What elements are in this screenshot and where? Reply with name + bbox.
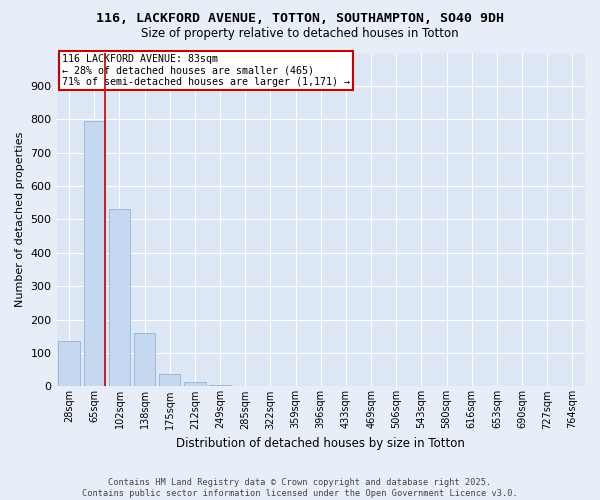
Text: 116 LACKFORD AVENUE: 83sqm
← 28% of detached houses are smaller (465)
71% of sem: 116 LACKFORD AVENUE: 83sqm ← 28% of deta…	[62, 54, 350, 88]
Y-axis label: Number of detached properties: Number of detached properties	[15, 132, 25, 307]
Text: Contains HM Land Registry data © Crown copyright and database right 2025.
Contai: Contains HM Land Registry data © Crown c…	[82, 478, 518, 498]
Text: Size of property relative to detached houses in Totton: Size of property relative to detached ho…	[141, 28, 459, 40]
Bar	[58, 342, 80, 386]
Bar	[159, 374, 181, 386]
Text: 116, LACKFORD AVENUE, TOTTON, SOUTHAMPTON, SO40 9DH: 116, LACKFORD AVENUE, TOTTON, SOUTHAMPTO…	[96, 12, 504, 26]
Bar	[134, 333, 155, 386]
Bar	[109, 210, 130, 386]
Bar	[83, 121, 105, 386]
Bar	[184, 382, 206, 386]
X-axis label: Distribution of detached houses by size in Totton: Distribution of detached houses by size …	[176, 437, 465, 450]
